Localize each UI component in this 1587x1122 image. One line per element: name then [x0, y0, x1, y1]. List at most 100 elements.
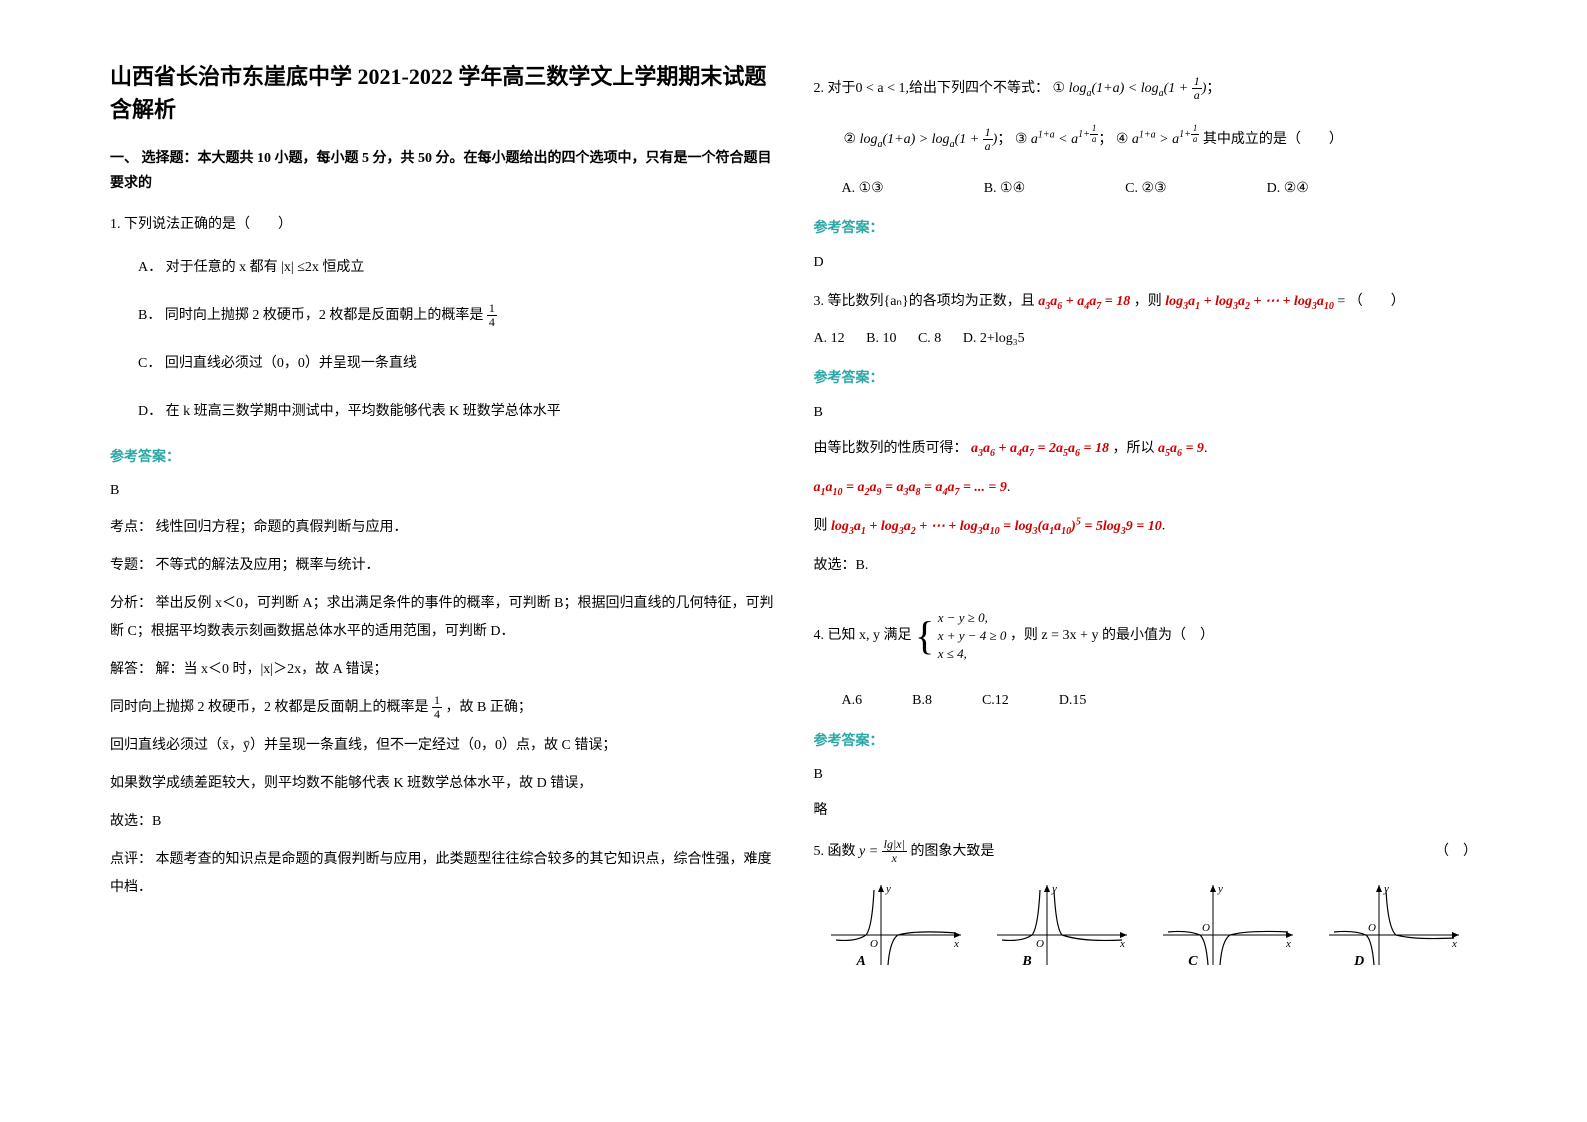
q3-sol2-eq: a1a10 = a2a9 = a3a8 = a4a7 = ... = 9	[814, 480, 1007, 495]
q3-answer-label: 参考答案：	[814, 366, 1478, 391]
kaodian-label: 考点：	[110, 520, 152, 535]
q5-tail: （ ）	[1435, 837, 1477, 868]
fenxi-label: 分析：	[110, 596, 152, 611]
q2-line2: ② loga(1+a) > loga(1 + 1a)； ③ a1+a < a1+…	[844, 123, 1478, 156]
dianping-label: 点评：	[110, 852, 152, 867]
frac-den: 4	[487, 316, 497, 329]
question-3: 3. 等比数列{aₙ}的各项均为正数，且 a3a6 + a4a7 = 18 ，则…	[814, 287, 1478, 355]
svg-text:y: y	[1383, 883, 1389, 895]
q2-option-c: C. ②③	[1125, 174, 1166, 205]
graph-c-label: C	[1188, 949, 1197, 974]
frac-num: 1	[487, 302, 497, 316]
q5-left: 5. 函数 y = lg|x|x 的图象大致是	[814, 837, 995, 868]
jieda-label: 解答：	[110, 662, 152, 677]
question-1: 1. 下列说法正确的是（ ） A． 对于任意的 x 都有 |x| ≤2x 恒成立…	[110, 210, 774, 433]
svg-text:x: x	[1451, 938, 1457, 950]
q3-option-b: B. 10	[866, 331, 896, 346]
fraction-1-4-b: 1 4	[432, 694, 442, 721]
q3-option-a: A. 12	[814, 331, 845, 346]
question-4: 4. 已知 x, y 满足 { x − y ≥ 0, x + y − 4 ≥ 0…	[814, 592, 1478, 717]
q4-answer: B	[814, 762, 1478, 787]
q1-fenxi: 分析： 举出反例 x＜0，可判断 A；求出满足条件的事件的概率，可判断 B；根据…	[110, 590, 774, 646]
q3-stem-post: = （ ）	[1337, 294, 1404, 309]
q4-options: A.6 B.8 C.12 D.15	[842, 686, 1478, 717]
svg-text:x: x	[1119, 938, 1125, 950]
q2-circ2: ②	[844, 130, 857, 146]
q2-tail: 其中成立的是（ ）	[1203, 132, 1343, 147]
q4-stem-post: ，则 z = 3x + y 的最小值为（ ）	[1010, 628, 1214, 643]
svg-text:O: O	[1036, 938, 1044, 950]
q1-jieda-2: 同时向上抛掷 2 枚硬币，2 枚都是反面朝上的概率是 1 4 ，故 B 正确；	[110, 694, 774, 722]
q3-answer: B	[814, 400, 1478, 425]
zhuanti-label: 专题：	[110, 558, 152, 573]
q1-option-b: B． 同时向上抛掷 2 枚硬币，2 枚都是反面朝上的概率是 1 4	[138, 295, 774, 337]
graph-b: O x y B	[992, 880, 1132, 970]
question-5: 5. 函数 y = lg|x|x 的图象大致是 （ ）	[814, 837, 1478, 868]
q4-option-b: B.8	[912, 686, 932, 717]
q4-option-d: D.15	[1059, 686, 1087, 717]
q3-sol1-post: ，所以	[1112, 441, 1154, 456]
q3-option-c: C. 8	[918, 331, 941, 346]
kaodian-text: 线性回归方程；命题的真假判断与应用．	[156, 520, 408, 535]
q4-sol: 略	[814, 797, 1478, 825]
q2-circ4: ④	[1116, 130, 1129, 146]
q2-eq2: loga(1+a) > loga(1 + 1a)	[860, 132, 998, 147]
dianping-text: 本题考查的知识点是命题的真假判断与应用，此类题型往往综合较多的其它知识点，综合性…	[110, 852, 772, 895]
q1-jieda-4: 如果数学成绩差距较大，则平均数不能够代表 K 班数学总体水平，故 D 错误，	[110, 770, 774, 798]
q2-circ1: ①	[1053, 79, 1066, 95]
q2-eq4: a1+a > a1+1a	[1132, 132, 1199, 147]
graph-d: O x y D	[1324, 880, 1464, 970]
q1-jieda-5: 故选：B	[110, 808, 774, 836]
graph-a-label: A	[856, 949, 865, 974]
jieda-text-1: 解：当 x＜0 时，|x|＞2x，故 A 错误；	[156, 662, 388, 677]
q2-option-b: B. ①④	[984, 174, 1025, 205]
fenxi-text: 举出反例 x＜0，可判断 A；求出满足条件的事件的概率，可判断 B；根据回归直线…	[110, 596, 773, 639]
q4-system: { x − y ≥ 0, x + y − 4 ≥ 0 x ≤ 4,	[915, 592, 1006, 680]
q4-sys2: x + y − 4 ≥ 0	[938, 627, 1007, 645]
q1-option-b-pre: B． 同时向上抛掷 2 枚硬币，2 枚都是反面朝上的概率是	[138, 308, 487, 323]
q2-answer-label: 参考答案：	[814, 216, 1478, 241]
q1-options: A． 对于任意的 x 都有 |x| ≤2x 恒成立 B． 同时向上抛掷 2 枚硬…	[138, 247, 774, 433]
q1-jieda-1: 解答： 解：当 x＜0 时，|x|＞2x，故 A 错误；	[110, 656, 774, 684]
q1-option-a: A． 对于任意的 x 都有 |x| ≤2x 恒成立	[138, 247, 774, 289]
q3-sol-1: 由等比数列的性质可得： a3a6 + a4a7 = 2a5a6 = 18 ，所以…	[814, 435, 1478, 464]
q1-option-c: C． 回归直线必须过（0，0）并呈现一条直线	[138, 343, 774, 385]
q3-stem-eq1: a3a6 + a4a7 = 18	[1038, 294, 1130, 309]
q3-sol3-pre: 则	[814, 519, 828, 534]
q4-option-a: A.6	[842, 686, 863, 717]
frac-num-b: 1	[432, 694, 442, 708]
q3-sol1-res: a5a6 = 9	[1158, 441, 1204, 456]
svg-text:O: O	[1202, 922, 1210, 934]
zhuanti-text: 不等式的解法及应用；概率与统计．	[156, 558, 380, 573]
svg-text:x: x	[953, 938, 959, 950]
svg-text:y: y	[1051, 883, 1057, 895]
q5-stem-post: 的图象大致是	[910, 844, 994, 859]
q1-answer-label: 参考答案：	[110, 445, 774, 470]
q2-stem-pre: 2. 对于0 < a < 1,给出下列四个不等式：	[814, 81, 1050, 96]
q1-answer: B	[110, 478, 774, 503]
q3-sol-4: 故选：B.	[814, 552, 1478, 580]
q2-eq1: loga(1+a) < loga(1 + 1a)	[1069, 81, 1207, 96]
q1-zhuanti: 专题： 不等式的解法及应用；概率与统计．	[110, 552, 774, 580]
jieda-text-2-post: ，故 B 正确；	[446, 700, 532, 715]
fraction-1-4: 1 4	[487, 302, 497, 329]
jieda-text-2-pre: 同时向上抛掷 2 枚硬币，2 枚都是反面朝上的概率是	[110, 700, 432, 715]
q4-option-c: C.12	[982, 686, 1009, 717]
q3-sol1-eq: a3a6 + a4a7 = 2a5a6 = 18	[971, 441, 1109, 456]
svg-text:O: O	[1368, 922, 1376, 934]
question-2: 2. 对于0 < a < 1,给出下列四个不等式： ① loga(1+a) < …	[814, 72, 1478, 204]
q2-answer: D	[814, 250, 1478, 275]
q2-eq3: a1+a < a1+1a	[1031, 132, 1098, 147]
q2-option-d: D. ②④	[1267, 174, 1309, 205]
q5-func: y = lg|x|x	[859, 844, 907, 859]
q1-stem: 1. 下列说法正确的是（ ）	[110, 210, 774, 241]
q5-graphs: O x y A O x y B	[814, 880, 1478, 970]
left-column: 山西省长治市东崖底中学 2021-2022 学年高三数学文上学期期末试题含解析 …	[90, 60, 794, 1082]
q4-sys3: x ≤ 4,	[938, 645, 1007, 663]
svg-text:y: y	[1217, 883, 1223, 895]
svg-text:y: y	[885, 883, 891, 895]
q3-option-d: D. 2+log₃5	[963, 331, 1025, 346]
frac-den-b: 4	[432, 708, 442, 721]
q4-answer-label: 参考答案：	[814, 729, 1478, 754]
q3-stem-pre: 3. 等比数列{aₙ}的各项均为正数，且	[814, 294, 1039, 309]
